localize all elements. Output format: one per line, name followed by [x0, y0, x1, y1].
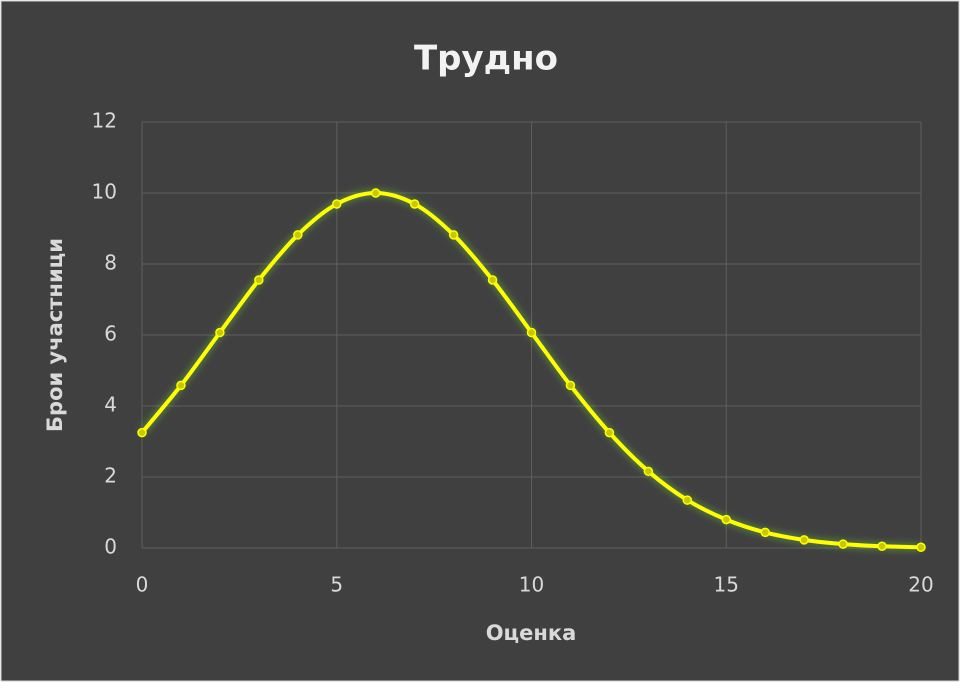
y-axis-label: Брои участници: [43, 238, 67, 432]
data-point: [760, 527, 770, 538]
data-point: [215, 327, 225, 338]
data-point: [604, 427, 615, 438]
y-tick-label: 6: [104, 322, 117, 346]
y-tick-label: 2: [104, 464, 117, 488]
data-point: [448, 230, 459, 240]
data-point: [877, 541, 887, 551]
x-tick-label: 15: [714, 573, 739, 597]
data-point: [254, 275, 264, 285]
data-point: [409, 199, 420, 209]
data-point: [721, 514, 731, 525]
x-tick-label: 0: [136, 573, 149, 597]
y-tick-label: 12: [92, 109, 117, 133]
data-point: [176, 380, 186, 391]
chart-title: Трудно: [414, 39, 558, 79]
data-point: [643, 466, 654, 477]
data-point: [799, 535, 809, 545]
y-tick-label: 10: [92, 180, 117, 204]
y-tick-label: 0: [104, 535, 117, 559]
data-point: [682, 495, 693, 505]
data-point: [370, 188, 381, 198]
y-tick-label: 8: [104, 251, 117, 275]
data-point: [293, 230, 303, 240]
data-point: [526, 327, 537, 338]
data-point: [916, 542, 926, 553]
y-tick-label: 4: [104, 393, 117, 417]
data-point: [332, 199, 342, 209]
data-point: [565, 380, 576, 391]
x-axis-label: Оценка: [486, 621, 577, 645]
x-tick-label: 5: [330, 573, 343, 597]
data-point: [487, 275, 498, 285]
data-point: [838, 539, 848, 549]
x-tick-label: 20: [908, 573, 933, 597]
data-point: [137, 427, 147, 438]
x-tick-label: 10: [519, 573, 544, 597]
